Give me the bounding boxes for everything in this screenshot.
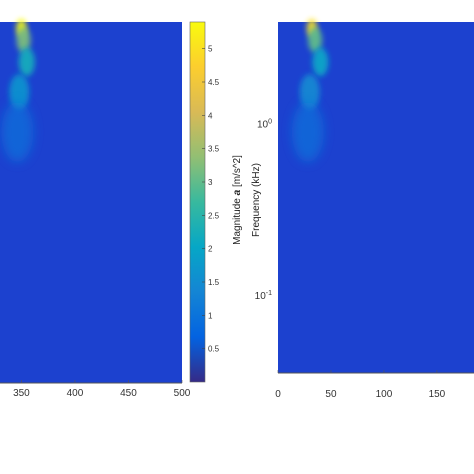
colorbar-tick-label: 2 [208,245,213,254]
heatmap-hotspot [291,102,324,162]
colorbar-tick-label: 3.5 [208,145,220,154]
heatmap-hotspot [18,47,35,77]
heatmap-hotspot [16,27,31,53]
x-tick-label: 450 [120,388,137,399]
left-spectrogram: 350 400 450 500 [0,19,191,399]
colorbar-bar [189,21,206,383]
colorbar-label-name: Magnitude [232,198,243,245]
right-y-axis-label: Frequency (kHz) [251,163,262,237]
x-tick-label: 350 [13,388,30,399]
colorbar-ticks: 0.5 1 1.5 2 2.5 3 3.5 4 4.5 5 [202,45,220,354]
heatmap-hotspot [308,27,323,53]
colorbar-tick-label: 5 [208,45,213,54]
right-x-ticks: 0 50 100 150 [275,370,446,400]
colorbar-tick-label: 2.5 [208,211,220,220]
x-tick-label: 0 [275,389,281,400]
y-tick-label: 10-1 [255,290,272,302]
colorbar: 0.5 1 1.5 2 2.5 3 3.5 4 4.5 5 Magnitude a [m/s^2] [189,21,243,383]
background-field [0,22,182,383]
left-hotspots [0,19,182,383]
colorbar-tick-label: 3 [208,178,213,187]
x-tick-label: 50 [325,389,337,400]
heatmap-hotspot [9,74,30,110]
colorbar-label-unit: [m/s^2] [232,155,243,190]
heatmap-hotspot [299,74,320,110]
right-hotspots [278,19,474,373]
colorbar-label-symbol: a [232,189,243,195]
colorbar-tick-label: 4 [208,111,213,120]
x-tick-label: 400 [67,388,84,399]
colorbar-tick-label: 0.5 [208,345,220,354]
colorbar-tick-label: 1.5 [208,278,220,287]
colorbar-tick-label: 1 [208,311,213,320]
right-spectrogram: Frequency (kHz) 100 10-1 0 50 100 150 [251,19,474,400]
x-tick-label: 500 [174,388,191,399]
heatmap-hotspot [1,102,34,162]
colorbar-tick-label: 4.5 [208,78,220,87]
x-tick-label: 100 [376,389,393,400]
x-tick-label: 150 [429,389,446,400]
heatmap-hotspot [312,47,329,77]
left-x-ticks: 350 400 450 500 [13,380,191,399]
colorbar-label: Magnitude a [m/s^2] [232,155,243,245]
y-tick-label: 100 [257,119,272,131]
